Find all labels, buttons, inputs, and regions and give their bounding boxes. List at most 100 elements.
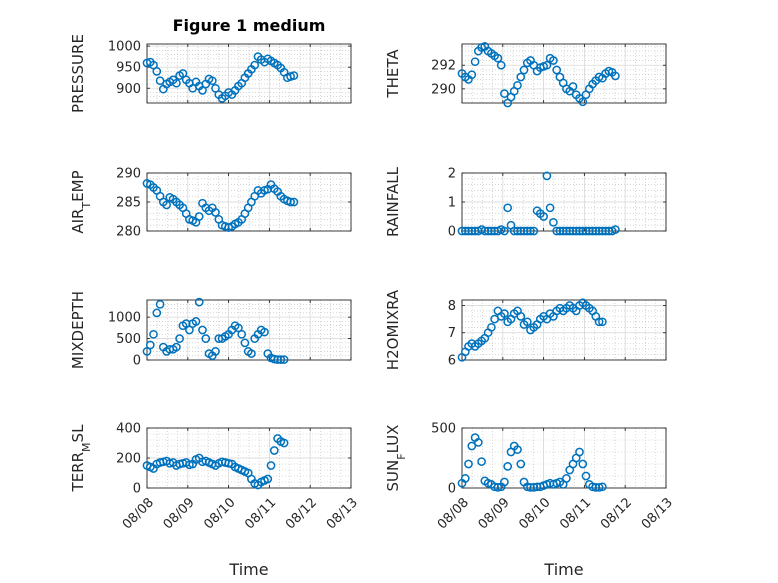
y-tick-label: 400 <box>116 422 141 437</box>
data-point <box>522 317 532 327</box>
data-point <box>279 438 289 448</box>
y-axis-label-part: LUX <box>384 425 402 454</box>
data-point <box>549 56 558 65</box>
data-point <box>539 212 548 221</box>
x-tick-label: 08/08 <box>120 495 157 532</box>
data-point <box>211 208 220 217</box>
data-point <box>263 474 273 484</box>
data-point <box>496 60 506 70</box>
data-point <box>279 355 289 364</box>
data-point <box>172 78 181 88</box>
y-tick-label: 0 <box>448 225 456 240</box>
data-point <box>473 438 483 447</box>
data-point <box>250 60 260 70</box>
data-point <box>145 340 155 350</box>
data-point <box>260 327 269 337</box>
y-tick-label: 285 <box>116 196 141 211</box>
data-point <box>201 334 211 343</box>
subplot-8: 0 500 08/08 08/09 08/10 08/11 08/12 08/13 SUNFLU… <box>384 422 676 580</box>
series-points <box>142 179 299 232</box>
y-tick-label: 0 <box>448 482 456 497</box>
data-point <box>493 53 503 63</box>
data-point <box>516 312 526 321</box>
data-point <box>493 483 503 492</box>
subplot-5: 0 500 1000 MIXDEPTH <box>69 291 352 369</box>
x-tick-label: 08/13 <box>639 495 676 532</box>
y-axis-label-part: TERR <box>69 452 87 493</box>
y-axis-label-part: PRESSURE <box>69 34 87 113</box>
y-axis-label-part: H2OMIXRA <box>384 289 402 370</box>
data-point <box>542 60 552 70</box>
data-point <box>594 317 604 327</box>
subplot-3: 280 285 290 AIRTEMP <box>69 167 352 240</box>
data-point <box>575 447 584 457</box>
data-point <box>500 226 509 236</box>
x-axis-label: Time <box>543 560 583 579</box>
data-point <box>470 57 480 67</box>
data-point <box>269 446 279 455</box>
data-point <box>266 461 276 470</box>
subplot-6: 6 7 8 H2OMIXRA <box>384 289 667 370</box>
data-point <box>581 471 591 481</box>
series-points <box>457 171 620 236</box>
data-point <box>152 67 162 76</box>
x-tick-label: 08/08 <box>435 495 472 532</box>
y-tick-label: 500 <box>431 422 456 437</box>
y-axis-label-part: SUN <box>384 460 402 492</box>
major-grid <box>461 172 667 232</box>
y-tick-label: 900 <box>116 82 141 97</box>
y-tick-label: 1 <box>448 196 456 211</box>
data-point <box>594 483 604 492</box>
y-tick-label: 280 <box>116 225 141 240</box>
data-point <box>519 65 529 75</box>
data-point <box>175 334 184 343</box>
subplot-2: 290 292 THETA <box>384 42 667 108</box>
data-point <box>211 347 220 356</box>
y-axis-label: AIRTEMP <box>69 170 93 233</box>
y-axis-label-part: T <box>80 202 93 210</box>
data-point <box>503 462 513 471</box>
data-point <box>247 349 256 358</box>
data-point <box>562 474 571 483</box>
data-point <box>598 317 607 327</box>
y-tick-label: 2 <box>448 167 456 182</box>
data-point <box>516 72 526 82</box>
data-point <box>542 171 552 181</box>
y-tick-label: 1000 <box>108 311 141 326</box>
data-point <box>207 76 217 86</box>
series-points <box>142 297 289 364</box>
data-point <box>149 329 158 339</box>
y-axis-label: THETA <box>384 49 402 99</box>
y-axis-label-part: THETA <box>384 49 402 99</box>
data-point <box>240 338 250 348</box>
y-tick-label: 7 <box>448 326 456 341</box>
subplot-7: 0 200 400 08/08 08/09 08/10 08/11 08/12 08/13 TER… <box>69 422 361 580</box>
y-tick-label: 1000 <box>108 40 141 55</box>
data-point <box>237 329 247 339</box>
data-point <box>526 226 535 236</box>
data-point <box>276 355 286 364</box>
y-axis-label: H2OMIXRA <box>384 289 402 370</box>
data-point <box>464 459 473 469</box>
axes-box <box>146 299 352 361</box>
x-tick-label: 08/11 <box>242 495 279 532</box>
y-tick-label: 950 <box>116 61 141 76</box>
y-tick-label: 0 <box>133 482 141 497</box>
y-tick-label: 0 <box>133 354 141 369</box>
data-point <box>224 458 233 468</box>
data-point <box>568 82 578 91</box>
axes-box <box>461 43 667 104</box>
data-point <box>529 226 539 236</box>
minor-grid <box>461 427 667 489</box>
y-axis-label-part: SL <box>69 424 87 443</box>
y-axis-label: PRESSURE <box>69 34 87 113</box>
y-axis-label-part: RAINFALL <box>384 166 402 237</box>
data-point <box>500 309 509 318</box>
y-tick-label: 500 <box>116 332 141 347</box>
series-points <box>457 433 607 492</box>
data-point <box>487 322 496 332</box>
data-point <box>578 459 588 469</box>
data-point <box>598 482 607 492</box>
subplot-4: 0 1 2 RAINFALL <box>384 166 667 240</box>
